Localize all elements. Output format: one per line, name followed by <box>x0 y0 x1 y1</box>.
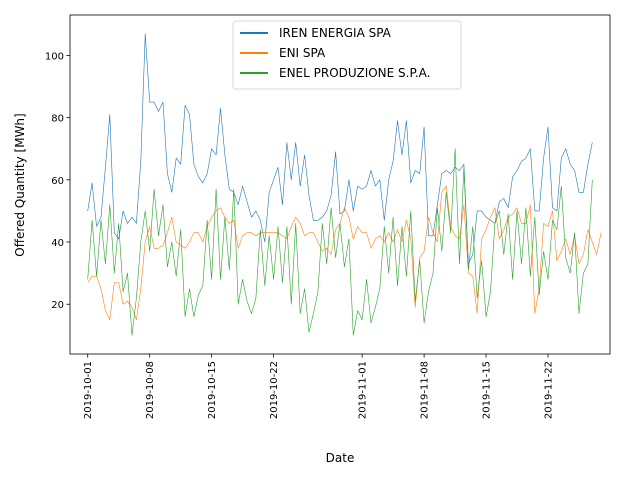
x-axis: 2019-10-01 2019-10-08 2019-10-15 2019-10-22… <box>83 354 555 419</box>
legend-box <box>232 20 462 90</box>
series-line-1 <box>87 185 602 321</box>
legend-label-0: IREN ENERGIA SPA <box>279 26 392 40</box>
y-tick-label: 60 <box>51 176 64 187</box>
legend-label-2: ENEL PRODUZIONE S.P.A. <box>279 66 430 80</box>
x-tick-label: 2019-10-01 <box>83 361 94 419</box>
y-axis: 20 40 60 80 100 <box>45 51 70 311</box>
y-tick-label: 40 <box>51 238 64 249</box>
x-tick-label: 2019-11-01 <box>358 361 369 419</box>
x-tick-label: 2019-11-15 <box>482 361 493 419</box>
x-tick-label: 2019-11-22 <box>544 361 555 419</box>
series-layer <box>87 33 602 336</box>
y-tick-label: 100 <box>45 51 64 62</box>
x-axis-label: Date <box>326 451 355 465</box>
legend: IREN ENERGIA SPA ENI SPA ENEL PRODUZIONE S… <box>232 20 462 90</box>
series-line-0 <box>87 33 593 265</box>
y-tick-label: 20 <box>51 300 64 311</box>
y-tick-label: 80 <box>51 114 64 125</box>
x-tick-label: 2019-10-22 <box>269 361 280 419</box>
series-line-2 <box>87 148 593 336</box>
legend-label-1: ENI SPA <box>279 46 326 60</box>
y-axis-label: Offered Quantity [MWh] <box>13 113 27 256</box>
x-tick-label: 2019-10-15 <box>207 361 218 419</box>
x-tick-label: 2019-11-08 <box>420 361 431 419</box>
plot-frame <box>69 14 611 355</box>
x-tick-label: 2019-10-08 <box>145 361 156 419</box>
